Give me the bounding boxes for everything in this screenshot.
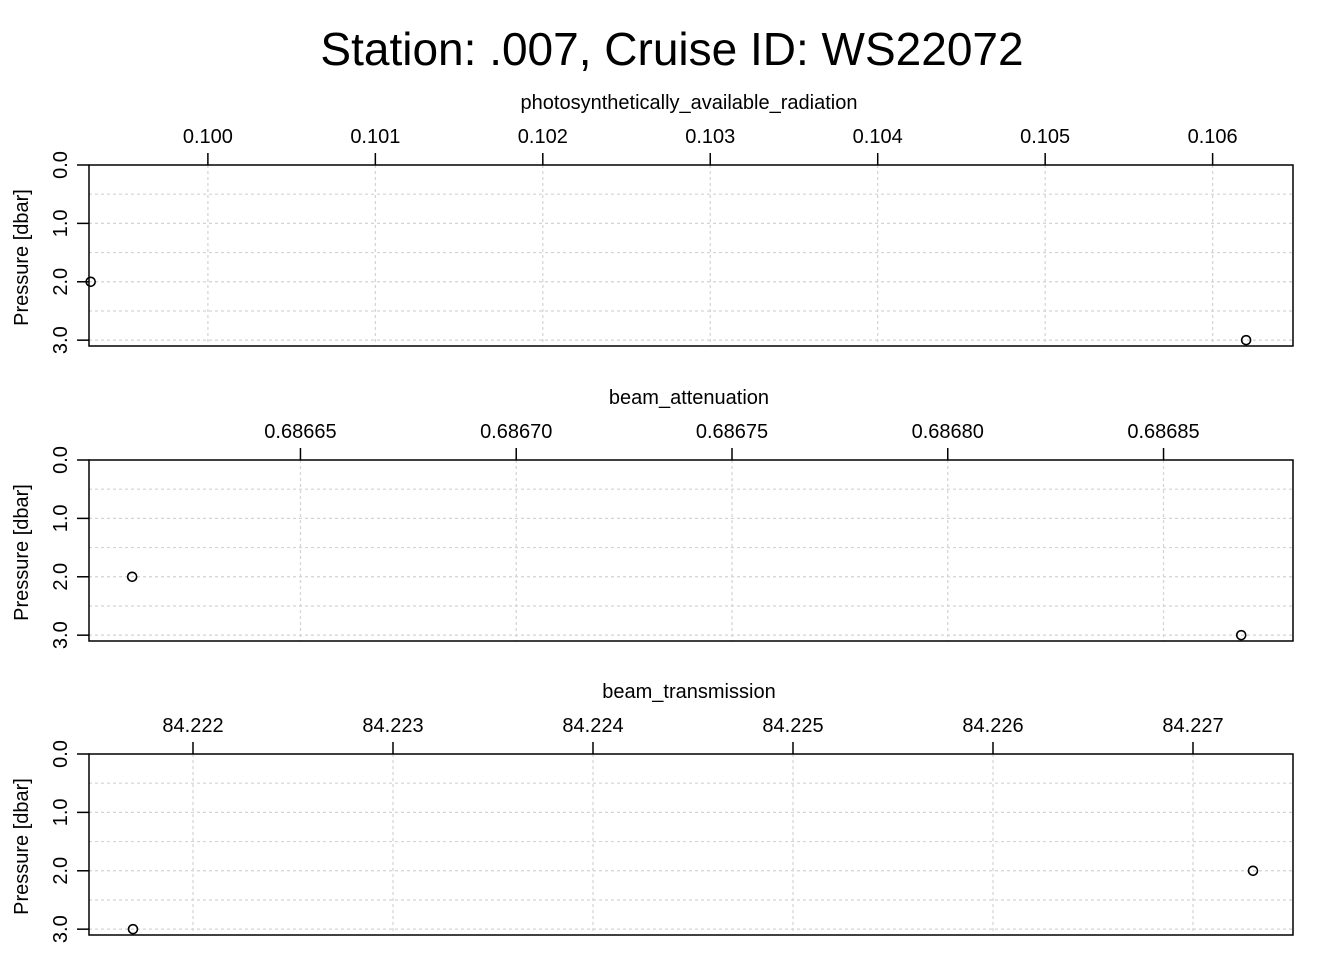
data-point bbox=[1247, 865, 1259, 877]
x-tick-label: 0.101 bbox=[350, 126, 400, 148]
panel-2: 0.68665 0.68670 0.68675 0.68680 0.68685 beam_… bbox=[11, 387, 1294, 649]
x-tick-label: 0.102 bbox=[518, 126, 568, 148]
x-axis-label: photosynthetically_available_radiation bbox=[521, 92, 858, 114]
y-tick-label: 3.0 bbox=[50, 326, 72, 354]
x-tick-label: 84.222 bbox=[162, 715, 223, 737]
data-point bbox=[1240, 334, 1252, 346]
figure-title: Station: .007, Cruise ID: WS22072 bbox=[320, 23, 1024, 75]
y-tick-label: 2.0 bbox=[50, 857, 72, 885]
x-axis-label: beam_transmission bbox=[602, 681, 775, 703]
data-point bbox=[126, 571, 138, 583]
x-tick-label: 0.68670 bbox=[480, 421, 552, 443]
y-axis-label: Pressure [dbar] bbox=[11, 778, 33, 915]
x-tick-label: 84.225 bbox=[762, 715, 823, 737]
y-tick-label: 0.0 bbox=[50, 151, 72, 179]
x-tick-label: 84.223 bbox=[362, 715, 423, 737]
x-tick-label: 0.100 bbox=[183, 126, 233, 148]
x-tick-label: 0.68665 bbox=[264, 421, 336, 443]
y-tick-label: 1.0 bbox=[50, 504, 72, 532]
x-axis-label: beam_attenuation bbox=[609, 387, 769, 409]
y-tick-label: 2.0 bbox=[50, 268, 72, 296]
x-tick-label: 0.104 bbox=[853, 126, 903, 148]
y-tick-label: 1.0 bbox=[50, 798, 72, 826]
y-tick-label: 3.0 bbox=[50, 621, 72, 649]
y-tick-label: 0.0 bbox=[50, 740, 72, 768]
data-point bbox=[85, 276, 96, 288]
data-point bbox=[127, 923, 139, 935]
x-tick-label: 84.227 bbox=[1162, 715, 1223, 737]
y-tick-label: 3.0 bbox=[50, 915, 72, 943]
x-tick-label: 0.105 bbox=[1020, 126, 1070, 148]
panel-1: 0.100 0.101 0.102 0.103 0.104 0.105 0.106 photo… bbox=[11, 92, 1294, 354]
y-axis-label: Pressure [dbar] bbox=[11, 189, 33, 326]
x-tick-label: 84.226 bbox=[962, 715, 1023, 737]
plot-frame bbox=[88, 164, 1294, 347]
panel-3: 84.222 84.223 84.224 84.225 84.226 84.227 beam… bbox=[11, 681, 1294, 943]
x-tick-label: 0.103 bbox=[685, 126, 735, 148]
x-tick-label: 0.106 bbox=[1188, 126, 1238, 148]
plot-frame bbox=[88, 459, 1294, 642]
x-tick-label: 0.68680 bbox=[912, 421, 984, 443]
y-tick-label: 0.0 bbox=[50, 446, 72, 474]
data-point bbox=[1235, 629, 1247, 641]
x-tick-label: 0.68685 bbox=[1127, 421, 1199, 443]
y-tick-label: 2.0 bbox=[50, 563, 72, 591]
x-tick-label: 0.68675 bbox=[696, 421, 768, 443]
y-axis-label: Pressure [dbar] bbox=[11, 484, 33, 621]
x-tick-label: 84.224 bbox=[562, 715, 623, 737]
plot-frame bbox=[88, 753, 1294, 936]
y-tick-label: 1.0 bbox=[50, 209, 72, 237]
